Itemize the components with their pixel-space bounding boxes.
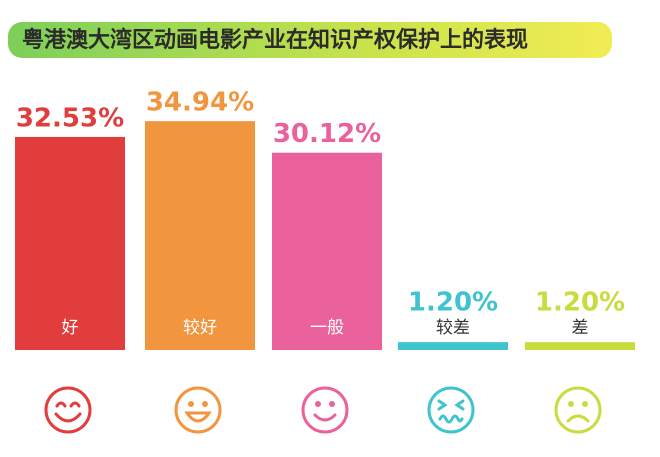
face-eye: [437, 399, 465, 411]
value-label: 30.12%: [273, 119, 381, 149]
face-icon: [174, 386, 222, 434]
category-label: 差: [572, 318, 589, 338]
face-eye: [188, 401, 194, 407]
face-icon: [427, 386, 475, 434]
face-icon: [44, 386, 92, 434]
face-eye: [582, 401, 588, 407]
bar: [525, 342, 635, 350]
chart-title: 粤港澳大湾区动画电影产业在知识产权保护上的表现: [22, 27, 528, 53]
category-label: 较好: [183, 318, 217, 338]
value-label: 32.53%: [16, 103, 124, 133]
category-label: 一般: [310, 318, 344, 338]
face-eye: [329, 401, 335, 407]
face-eye: [55, 401, 81, 408]
category-label: 好: [62, 318, 79, 338]
value-label: 1.20%: [535, 288, 625, 318]
value-label: 1.20%: [408, 288, 498, 318]
face-mouth: [313, 413, 337, 422]
bar: [145, 121, 255, 350]
face-icon: [301, 386, 349, 434]
face-eye: [568, 401, 574, 407]
face-mouth: [566, 414, 590, 423]
title-background: [8, 22, 612, 58]
bar: [398, 342, 508, 350]
face-icon: [554, 386, 602, 434]
value-label: 34.94%: [146, 88, 254, 118]
face-mouth: [438, 414, 464, 424]
face-mouth: [184, 411, 212, 423]
face-eye: [315, 401, 321, 407]
category-label: 较差: [436, 318, 470, 338]
face-eye: [202, 401, 208, 407]
face-mouth: [54, 412, 82, 423]
bar: [15, 136, 125, 350]
bar: [272, 152, 382, 350]
